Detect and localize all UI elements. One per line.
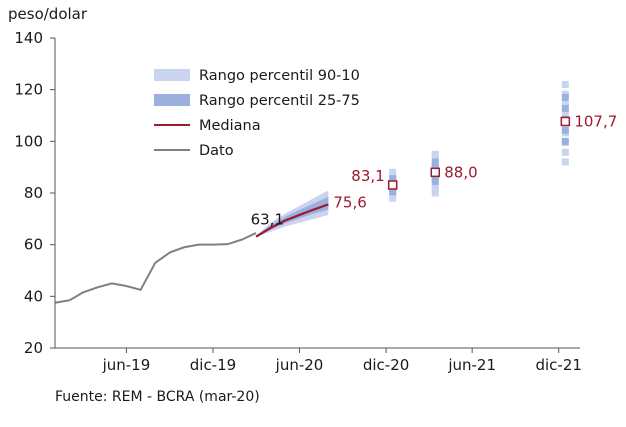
forecast-p75-square [561,137,569,145]
forecast-median-label: 83,1 [351,167,384,185]
x-tick-label: dic-19 [190,356,236,374]
legend-item-p75: Rango percentil 25-75 [154,93,360,109]
legend-item-p90: Rango percentil 90-10 [154,68,360,84]
forecast-p75-square [431,158,439,166]
value-annotations: 63,1 75,6 [251,193,367,228]
forecast-markers [387,81,571,202]
forecast-p90-square [561,148,569,156]
median-annotation: 63,1 [251,211,284,229]
forecast-p90-square [561,81,569,88]
forecast-median-label: 107,7 [574,112,617,130]
forecast-p90-square [561,100,569,108]
dato-line [54,232,257,304]
forecast-2021-12-15 [560,81,571,166]
forecast-median-label: 88,0 [444,163,477,181]
forecast-p90-square [431,184,439,192]
y-tick-label: 20 [24,339,43,357]
y-axis-ticks: 20 40 60 80 100 120 140 [14,29,55,357]
forecast-median-marker [560,116,571,127]
forecast-p75-square [561,93,569,101]
forecast-2020-12-15 [387,168,398,202]
forecast-2021-03-15 [430,150,441,197]
legend-label: Dato [199,143,234,159]
forecast-p90-square [431,150,439,158]
source-note: Fuente: REM - BCRA (mar-20) [55,389,260,405]
forecast-p90-square [561,110,569,118]
y-tick-label: 120 [14,81,43,99]
x-tick-label: jun-21 [447,356,496,374]
legend-item-dato: Dato [154,143,234,159]
y-tick-label: 40 [24,287,43,305]
forecast-p90-square [561,158,569,166]
forecast-labels: 83,1 88,0 107,7 [351,112,617,185]
legend-swatch [154,69,190,81]
y-axis-label: peso/dolar [8,5,88,23]
forecast-p90-square [389,168,397,176]
legend-label: Rango percentil 90-10 [199,68,360,84]
legend-swatch [154,94,190,106]
legend-item-median: Mediana [154,118,261,134]
median-line [255,203,329,238]
x-axis-ticks: jun-19 dic-19 jun-20 dic-20 jun-21 dic-21 [102,348,582,374]
legend-label: Mediana [199,118,261,134]
forecast-p75-square [389,175,397,183]
median-annotation: 75,6 [333,193,366,211]
x-tick-label: jun-20 [275,356,324,374]
y-tick-label: 100 [14,132,43,150]
forecast-median-marker [387,180,398,190]
forecast-median-marker [430,167,441,178]
forecast-p75-square [561,104,569,112]
y-tick-label: 140 [14,29,43,47]
y-tick-label: 60 [24,236,43,254]
chart-legend: Rango percentil 90-10 Rango percentil 25-… [154,68,360,159]
forecast-p75-square [561,126,569,134]
x-tick-label: jun-19 [102,356,151,374]
y-tick-label: 80 [24,184,43,202]
forecast-p75-square [431,163,439,171]
forecast-p75-square [431,177,439,185]
x-tick-label: dic-20 [363,356,409,374]
x-tick-label: dic-21 [535,356,581,374]
legend-label: Rango percentil 25-75 [199,93,360,109]
forecast-p90-square [431,189,439,197]
